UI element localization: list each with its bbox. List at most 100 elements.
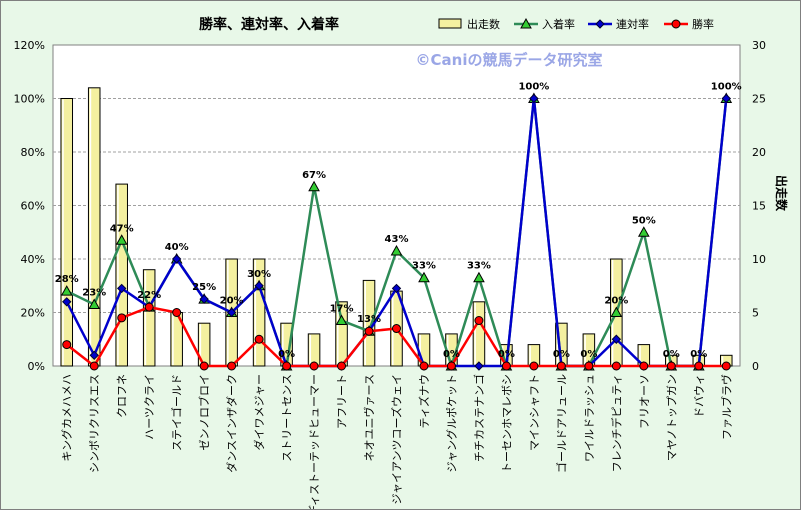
category-label: ワイルドラッシュ [583, 374, 596, 462]
data-label: 43% [385, 234, 409, 245]
point-rentai [474, 361, 484, 371]
left-tick-label: 40% [21, 253, 45, 266]
data-label: 67% [302, 170, 326, 181]
category-label: マヤノトップガン [665, 374, 678, 461]
data-label: 33% [412, 261, 436, 272]
category-label: ネオユニヴァース [362, 374, 376, 461]
point-win [254, 334, 264, 344]
right-tick-label: 0 [752, 360, 759, 373]
point-win [474, 316, 484, 326]
point-win [392, 324, 401, 334]
legend-swatch-starts [438, 18, 462, 29]
point-win [639, 361, 649, 371]
point-win [666, 361, 676, 371]
point-rentai [254, 281, 264, 291]
category-label: ジャイアンツコーズウェイ [390, 374, 404, 504]
left-tick-label: 0% [28, 360, 45, 373]
point-win [556, 361, 566, 371]
category-label: ファルブラヴ [719, 374, 733, 440]
category-label: ドバウィ [693, 374, 706, 418]
data-label: 20% [604, 296, 628, 307]
point-win [501, 361, 511, 371]
chart-title: 勝率、連対率、入着率 [199, 16, 339, 33]
category-label: ダンスインザダーク [225, 374, 239, 473]
category-label: ゼンノロブロイ [197, 374, 211, 450]
point-entry [308, 180, 320, 192]
point-win [721, 361, 731, 371]
point-win [144, 302, 154, 312]
point-win [62, 340, 72, 350]
data-label: 0% [278, 349, 295, 360]
point-win [227, 361, 237, 371]
legend-marker-entry [520, 17, 532, 29]
point-win [172, 308, 182, 317]
data-label: 50% [632, 215, 656, 226]
point-win [694, 361, 704, 371]
data-label: 13% [357, 314, 381, 325]
left-tick-label: 100% [14, 93, 45, 106]
category-label: ゴールドアリュール [554, 374, 568, 473]
category-label: ストリートセンス [281, 374, 294, 462]
data-label: 100% [518, 82, 549, 93]
left-tick-label: 60% [21, 200, 45, 213]
data-label: 100% [711, 82, 742, 93]
right-tick-label: 10 [752, 253, 766, 266]
point-entry [390, 244, 403, 256]
data-label: 22% [137, 290, 161, 301]
bar-starts [115, 183, 128, 367]
point-entry [610, 306, 623, 317]
point-rentai [611, 334, 622, 344]
data-label: 40% [165, 242, 189, 253]
data-label: 0% [690, 349, 707, 360]
legend-label-starts: 出走数 [467, 17, 500, 31]
category-label: ジャングルポケット [444, 374, 458, 472]
point-win [529, 361, 539, 371]
legend-marker-rentai [595, 19, 605, 29]
point-rentai [529, 93, 539, 104]
category-label: ダイワメジャー [252, 374, 266, 450]
legend-label-win: 勝率 [692, 17, 714, 31]
category-label: フリオーソ [638, 374, 651, 429]
data-label: 28% [55, 274, 79, 285]
point-win [199, 361, 209, 371]
point-rentai [391, 283, 402, 294]
point-win [419, 361, 429, 371]
category-label: ティズナウ [417, 374, 431, 428]
data-label: 0% [498, 349, 515, 360]
right-tick-label: 15 [752, 200, 766, 213]
category-label: マインシャフト [528, 374, 541, 451]
data-label: 17% [330, 304, 354, 315]
point-entry [88, 298, 101, 309]
point-entry [60, 285, 73, 296]
category-label: アフリート [336, 374, 349, 429]
category-label: チチカステナンゴ [472, 374, 486, 462]
right-axis-label: 出走数 [774, 175, 789, 212]
data-label: 0% [443, 349, 460, 360]
point-win [611, 361, 621, 371]
legend: 出走数 入着率 連対率 勝率 [438, 17, 714, 31]
data-label: 33% [467, 261, 491, 272]
right-tick-label: 20 [752, 146, 766, 159]
right-tick-label: 5 [752, 307, 759, 320]
legend-label-rentai: 連対率 [616, 17, 649, 31]
watermark: ©Caniの競馬データ研究室 [416, 51, 603, 69]
point-rentai [89, 350, 99, 361]
data-label: 23% [82, 287, 106, 298]
point-rentai [116, 283, 127, 294]
point-win [309, 361, 319, 371]
data-label: 0% [580, 349, 597, 360]
point-win [282, 361, 292, 371]
right-tick-label: 25 [752, 93, 766, 106]
right-tick-label: 30 [752, 39, 766, 52]
point-rentai [226, 307, 237, 318]
bar-starts [60, 98, 74, 367]
point-rentai [721, 93, 731, 104]
category-label: クロフネ [116, 374, 129, 418]
point-entry [637, 226, 650, 237]
bar-starts [252, 258, 266, 367]
point-entry [418, 271, 430, 283]
point-entry [115, 234, 128, 245]
category-label: ディストーテッドヒューマー [307, 374, 321, 509]
point-entry [335, 314, 348, 326]
